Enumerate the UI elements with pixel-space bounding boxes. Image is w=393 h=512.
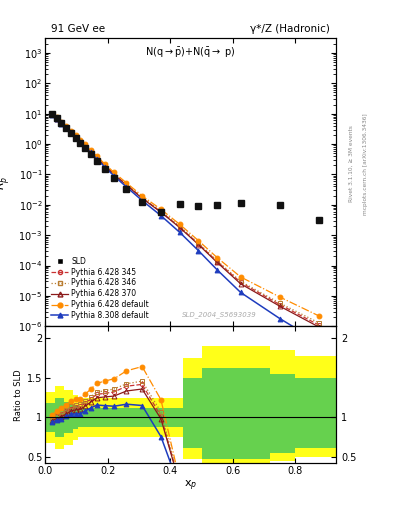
Text: γ*/Z (Hadronic): γ*/Z (Hadronic) [250,24,330,34]
Text: N(q$\rightarrow\bar{\rm p}$)+N($\bar{\rm q}\rightarrow$ p): N(q$\rightarrow\bar{\rm p}$)+N($\bar{\rm… [145,46,236,59]
Text: SLD_2004_S5693039: SLD_2004_S5693039 [182,311,257,317]
Legend: SLD, Pythia 6.428 345, Pythia 6.428 346, Pythia 6.428 370, Pythia 6.428 default,: SLD, Pythia 6.428 345, Pythia 6.428 346,… [49,254,151,323]
Text: 91 GeV ee: 91 GeV ee [51,24,105,34]
Text: Rivet 3.1.10, ≥ 3M events: Rivet 3.1.10, ≥ 3M events [349,125,354,202]
X-axis label: x$_p$: x$_p$ [184,479,197,494]
Text: mcplots.cern.ch [arXiv:1306.3436]: mcplots.cern.ch [arXiv:1306.3436] [363,113,368,215]
Y-axis label: $R^p_p$: $R^p_p$ [0,175,13,190]
Y-axis label: Ratio to SLD: Ratio to SLD [14,369,23,421]
